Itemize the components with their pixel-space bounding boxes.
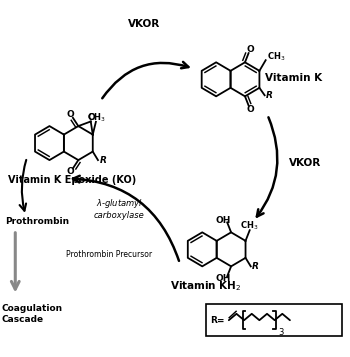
Text: R: R: [99, 156, 106, 165]
Text: OH: OH: [215, 273, 231, 282]
Text: OH: OH: [215, 216, 231, 225]
Text: Prothrombin: Prothrombin: [5, 216, 69, 226]
Text: 3: 3: [278, 328, 284, 337]
Text: CH$_3$: CH$_3$: [240, 220, 259, 232]
Text: R: R: [252, 262, 259, 271]
Text: Vitamin KH$_2$: Vitamin KH$_2$: [170, 280, 242, 293]
Text: CH$_3$: CH$_3$: [86, 111, 105, 124]
Text: R: R: [266, 91, 273, 100]
Text: VKOR: VKOR: [289, 157, 321, 167]
Text: O: O: [246, 105, 254, 114]
Text: O: O: [246, 45, 254, 54]
Text: O: O: [87, 114, 95, 122]
Text: Coagulation
Cascade: Coagulation Cascade: [1, 304, 63, 324]
Text: Prothrombin Precursor: Prothrombin Precursor: [66, 250, 152, 259]
Text: $\lambda$-glutamyl
carboxylase: $\lambda$-glutamyl carboxylase: [94, 197, 145, 220]
Text: Vitamin K Epoxide (KO): Vitamin K Epoxide (KO): [8, 175, 136, 185]
Text: VKOR: VKOR: [128, 19, 160, 29]
Text: O: O: [67, 110, 75, 119]
Text: O: O: [67, 167, 75, 176]
Bar: [206, 304, 342, 336]
Text: CH$_3$: CH$_3$: [267, 50, 286, 63]
Text: R=: R=: [210, 316, 225, 325]
Text: Vitamin K: Vitamin K: [265, 72, 322, 82]
